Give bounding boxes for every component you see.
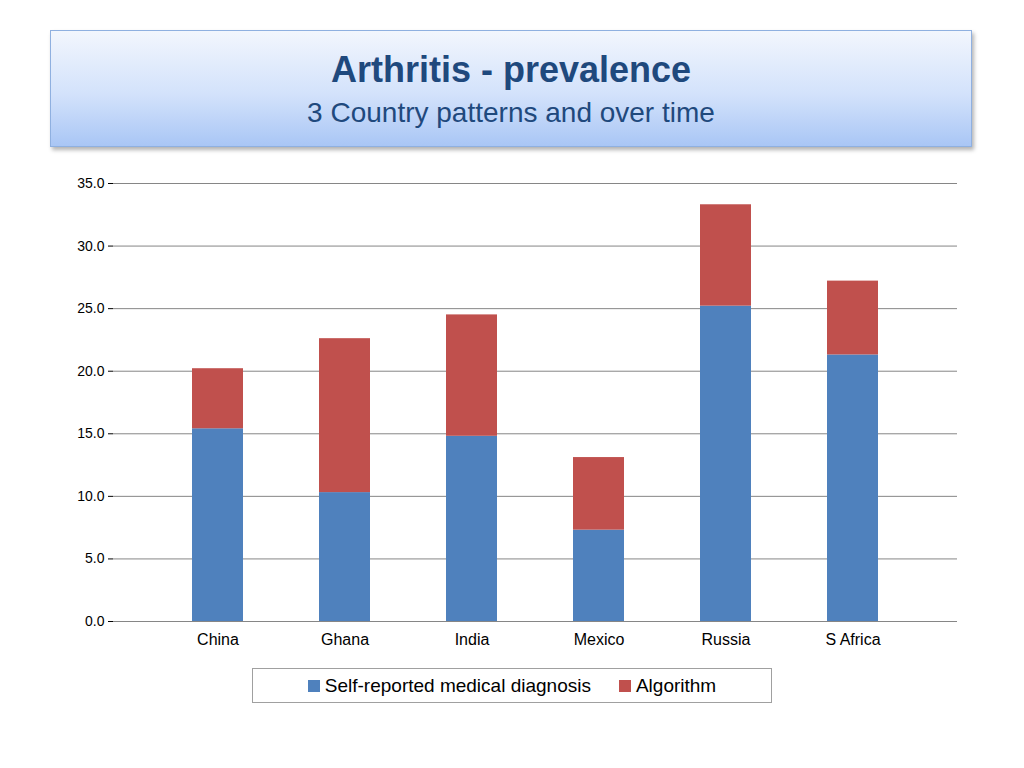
svg-text:Ghana: Ghana bbox=[321, 631, 369, 648]
html-text:Arthritis - prevalence: Arthritis - prevalence bbox=[330, 49, 692, 90]
svg-text:25.0: 25.0 bbox=[77, 300, 104, 316]
svg-text:S Africa: S Africa bbox=[825, 631, 880, 648]
svg-text:India: India bbox=[455, 631, 490, 648]
svg-text:20.0: 20.0 bbox=[77, 363, 104, 379]
svg-text:30.0: 30.0 bbox=[77, 238, 104, 254]
svg-text:35.0: 35.0 bbox=[77, 175, 104, 191]
svg-text:0.0: 0.0 bbox=[85, 613, 105, 629]
svg-text:Mexico: Mexico bbox=[574, 631, 625, 648]
svg-text:10.0: 10.0 bbox=[77, 488, 104, 504]
svg-text:15.0: 15.0 bbox=[77, 425, 104, 441]
svg-text:5.0: 5.0 bbox=[85, 550, 105, 566]
svg-text:China: China bbox=[197, 631, 239, 648]
svg-text:Russia: Russia bbox=[702, 631, 751, 648]
html-text:3 Country patterns and over ti: 3 Country patterns and over time bbox=[307, 97, 715, 128]
html-text:Algorithm: Algorithm bbox=[635, 674, 717, 696]
html-text:Self-reported medical diagnosi: Self-reported medical diagnosis bbox=[324, 674, 591, 696]
